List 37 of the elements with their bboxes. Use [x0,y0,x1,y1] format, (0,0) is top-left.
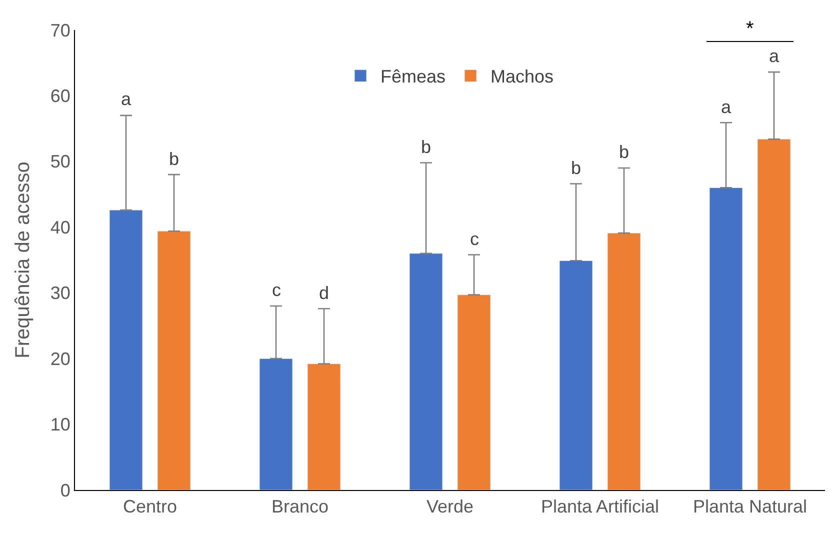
bar [157,230,191,490]
annotation: b [619,142,630,162]
legend-label: Fêmeas [380,66,446,87]
y-tick-label: 40 [50,217,70,238]
y-tick-label: 10 [50,414,70,435]
bar [709,187,743,490]
annotation: c [272,280,281,300]
bar [259,358,293,490]
annotation: d [319,283,330,303]
bar [757,138,791,490]
annotation: * [746,18,754,40]
annotation: b [571,158,582,178]
y-tick-label: 0 [60,480,70,500]
bar [307,364,341,490]
y-tick-label: 50 [50,152,70,172]
annotation: a [121,89,132,109]
x-tick-label: Planta Artificial [540,496,660,517]
y-tick-label: 20 [50,348,70,369]
annotation: c [470,229,479,249]
annotation: a [769,46,780,66]
bar [409,253,443,490]
y-tick-label: 30 [50,283,70,304]
bar [109,210,143,490]
annotation: b [169,149,180,169]
annotation: b [421,137,432,157]
annotation: a [721,97,732,117]
x-tick-label: Planta Natural [692,496,808,517]
legend-label: Machos [490,66,554,87]
bar [607,232,641,490]
x-tick-label: Verde [426,496,474,517]
bar [559,260,593,490]
x-tick-label: Centro [122,496,178,517]
x-tick-label: Branco [271,496,329,517]
y-axis-title: Frequência de acesso [12,162,34,358]
y-tick-label: 70 [50,20,70,40]
bar [457,294,491,490]
y-tick-label: 60 [50,86,70,106]
